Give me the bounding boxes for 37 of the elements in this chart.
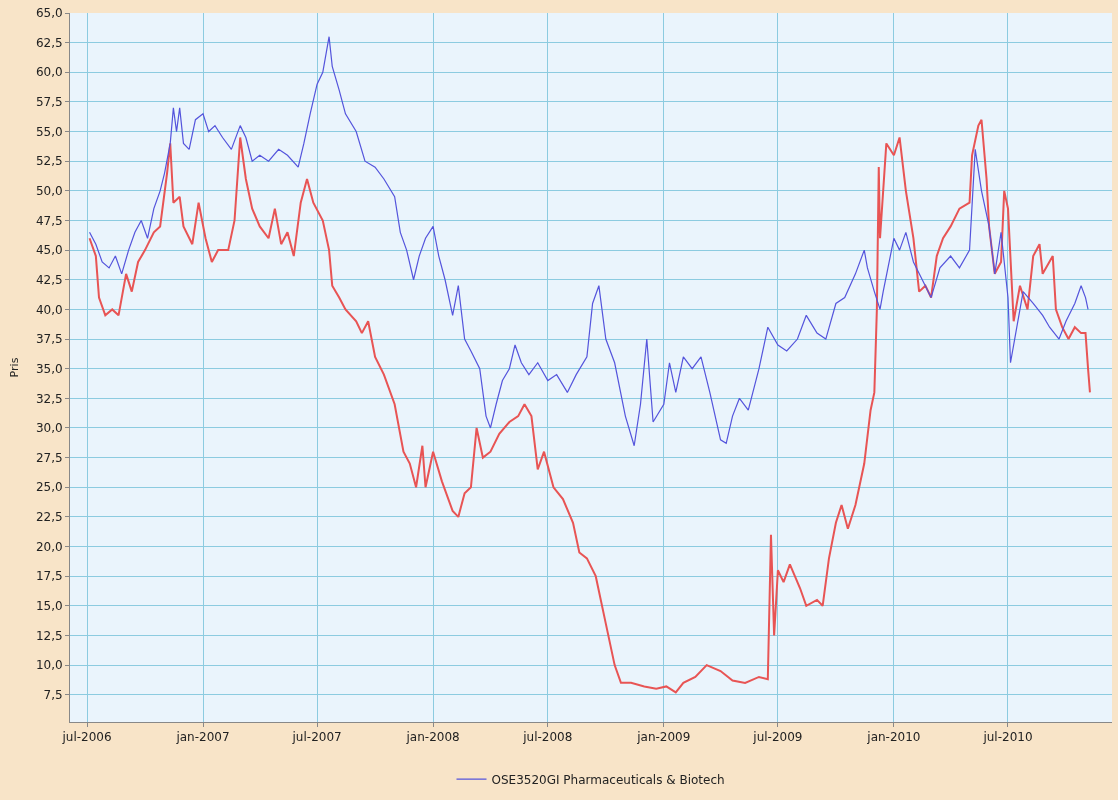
x-tick-label: jul-2007	[291, 730, 342, 745]
y-tick-label: 20,0	[35, 539, 63, 554]
y-tick-label: 52,5	[35, 154, 63, 169]
y-tick-label: 30,0	[35, 421, 63, 436]
line-series	[88, 36, 1089, 447]
y-tick-label: 37,5	[35, 332, 63, 347]
x-tick-label: jan-2008	[405, 730, 460, 745]
y-tick-label: 65,0	[35, 6, 63, 21]
y-tick-label: 10,0	[35, 658, 63, 673]
y-tick-label: 32,5	[35, 391, 63, 406]
y-tick-label: 45,0	[35, 243, 63, 258]
y-tick-label: 47,5	[35, 213, 63, 228]
x-tick-label: jan-2010	[866, 730, 921, 745]
y-axis-title: Pris	[7, 357, 21, 378]
x-tick-label: jul-2006	[61, 730, 112, 745]
y-tick-label: 12,5	[35, 628, 63, 643]
y-tick-label: 7,5	[43, 687, 63, 702]
y-tick-label: 35,0	[35, 361, 63, 376]
y-tick-label: 27,5	[35, 450, 63, 465]
x-tick-label: jan-2007	[175, 730, 230, 745]
y-tick-label: 50,0	[35, 184, 63, 199]
y-tick-label: 42,5	[35, 272, 63, 287]
y-tick-label: 62,5	[35, 35, 63, 50]
y-tick-label: 55,0	[35, 124, 63, 139]
line-series	[88, 118, 1091, 694]
x-tick-label: jul-2010	[982, 730, 1033, 745]
y-tick-label: 25,0	[35, 480, 63, 495]
y-tick-label: 15,0	[35, 599, 63, 614]
y-tick-label: 22,5	[35, 510, 63, 525]
x-tick-label: jan-2009	[636, 730, 691, 745]
y-tick-label: 60,0	[35, 65, 63, 80]
y-tick-label: 40,0	[35, 302, 63, 317]
legend-label: OSE3520GI Pharmaceuticals & Biotech	[491, 772, 725, 787]
x-tick-label: jul-2009	[752, 730, 803, 745]
y-tick-label: 17,5	[35, 569, 63, 584]
y-tick-label: 57,5	[35, 95, 63, 110]
x-tick-label: jul-2008	[522, 730, 573, 745]
